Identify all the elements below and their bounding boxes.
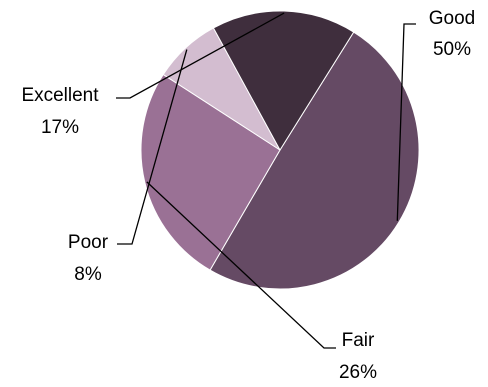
percent-label-fair: 26% (339, 362, 377, 383)
category-label-good: Good (429, 8, 475, 29)
pie-slice-fair (140, 73, 281, 271)
leader-line-good (396, 23, 416, 221)
category-label-excellent: Excellent (21, 85, 99, 106)
category-label-poor: Poor (68, 232, 109, 253)
pie-slices (140, 10, 420, 290)
pie-slice-excellent (212, 10, 355, 151)
leader-line-fair (146, 181, 336, 349)
percent-label-good: 50% (433, 39, 471, 60)
percent-label-excellent: 17% (41, 117, 79, 138)
data-labels: Good 50% Fair 26% Poor 8% Excellent 17% (21, 8, 475, 383)
category-label-fair: Fair (342, 330, 375, 351)
pie-slice-good (209, 31, 420, 290)
leader-line-excellent (116, 12, 285, 99)
leader-line-poor (117, 49, 188, 245)
leader-lines (116, 12, 416, 349)
percent-label-poor: 8% (74, 264, 102, 285)
